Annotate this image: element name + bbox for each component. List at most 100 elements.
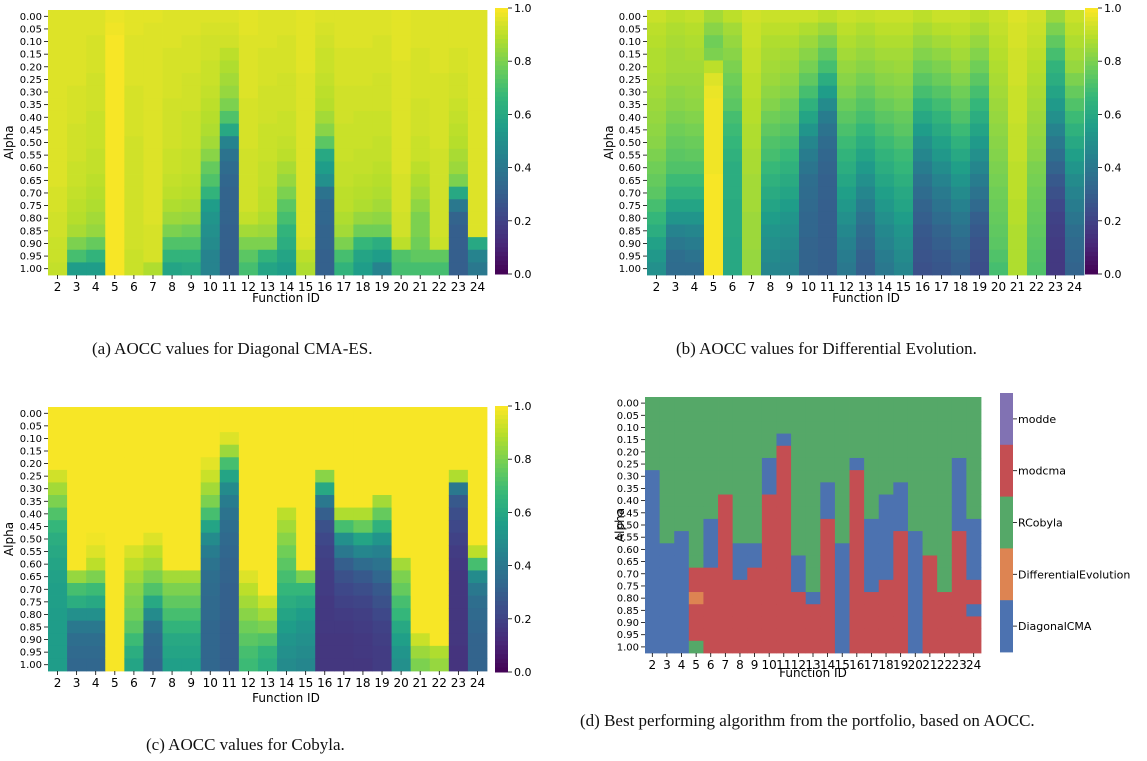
heatmap-cell [353, 545, 373, 559]
heatmap-cell [391, 10, 412, 24]
x-tick-label: 17 [864, 658, 879, 672]
heatmap-cell [448, 98, 469, 112]
heatmap-cell [429, 85, 450, 99]
heatmap-cell [878, 445, 894, 459]
heatmap-cell [334, 85, 354, 99]
heatmap-cell [200, 545, 221, 559]
heatmap-cell [429, 469, 450, 483]
heatmap-cell [467, 10, 488, 24]
heatmap-cell [181, 557, 202, 571]
heatmap-cell [818, 148, 838, 162]
colorbar-step [495, 627, 508, 633]
heatmap-cell [67, 211, 87, 225]
heatmap-cell [761, 136, 781, 150]
heatmap-cell [162, 407, 183, 420]
heatmap-cell [219, 620, 240, 634]
heatmap-cell [1027, 199, 1047, 213]
heatmap-cell [747, 628, 763, 642]
heatmap-cell [818, 262, 838, 276]
colorbar-step [1085, 167, 1098, 173]
colorbar-step [495, 211, 508, 217]
heatmap-cell [353, 495, 373, 508]
heatmap-cell [666, 10, 686, 24]
heatmap-cell [856, 199, 876, 213]
heatmap-cell [1065, 35, 1085, 49]
heatmap-cell [837, 174, 857, 188]
heatmap-cell [48, 186, 68, 200]
colorbar-step [495, 92, 508, 98]
heatmap-cell [894, 224, 914, 238]
heatmap-cell [448, 186, 469, 200]
heatmap-cell [86, 507, 106, 521]
heatmap-cell [296, 507, 316, 521]
heatmap-cell [143, 60, 163, 74]
heatmap-cell [837, 35, 857, 49]
heatmap-cell [723, 174, 743, 188]
heatmap-cell [970, 35, 990, 49]
heatmap-cell [761, 604, 777, 617]
heatmap-cell [834, 482, 850, 495]
heatmap-cell [67, 85, 87, 99]
heatmap-cell [200, 110, 221, 124]
heatmap-cell [989, 35, 1009, 49]
heatmap-cell [837, 110, 857, 124]
heatmap-cell [219, 595, 240, 609]
heatmap-cell [805, 482, 821, 495]
heatmap-cell [277, 557, 297, 571]
heatmap-cell [86, 557, 106, 571]
heatmap-cell [878, 506, 894, 520]
heatmap-cell [162, 557, 183, 571]
heatmap-cell [48, 73, 68, 87]
heatmap-cell [922, 421, 938, 434]
heatmap-cell [875, 148, 895, 162]
heatmap-cell [410, 444, 431, 458]
heatmap-cell [875, 60, 895, 74]
colorbar-step [495, 618, 508, 624]
heatmap-cell [732, 470, 748, 483]
heatmap-cell [937, 397, 953, 410]
heatmap-cell [932, 123, 952, 137]
heatmap-cell [718, 579, 734, 593]
y-tick-label: 0.05 [617, 411, 639, 422]
heatmap-cell [932, 110, 952, 124]
heatmap-cell [747, 506, 763, 520]
x-tick-label: 10 [203, 280, 218, 294]
heatmap-cell [219, 211, 240, 225]
heatmap-cell [894, 22, 914, 36]
y-tick-label: 0.15 [619, 50, 641, 61]
heatmap-cell [334, 482, 354, 496]
heatmap-cell [970, 199, 990, 213]
heatmap-cell [315, 419, 335, 433]
heatmap-cell [723, 136, 743, 150]
heatmap-cell [907, 616, 923, 630]
heatmap-cell [277, 633, 297, 647]
heatmap-cell [124, 35, 144, 49]
heatmap-cell [353, 98, 373, 112]
heatmap-cell [372, 608, 392, 622]
heatmap-cell [162, 85, 183, 99]
heatmap-cell [238, 199, 259, 213]
heatmap-cell [718, 506, 734, 520]
y-tick-label: 0.15 [617, 435, 639, 446]
heatmap-cell [334, 136, 354, 150]
heatmap-cell [219, 47, 240, 61]
heatmap-cell [238, 545, 259, 559]
heatmap-cell [970, 98, 990, 112]
heatmap-cell [659, 592, 675, 605]
heatmap-cell [372, 557, 392, 571]
colorbar-step [495, 136, 508, 142]
x-tick-label: 24 [470, 280, 485, 294]
colorbar-step [1085, 25, 1098, 31]
heatmap-cell [1065, 186, 1085, 200]
heatmap-cell [429, 136, 450, 150]
colorbar-step [1085, 149, 1098, 155]
heatmap-cell [238, 595, 259, 609]
heatmap-cell [856, 73, 876, 87]
heatmap-cell [799, 35, 819, 49]
heatmap-cell [688, 555, 704, 569]
heatmap-cell [659, 628, 675, 642]
heatmap-cell [1065, 211, 1085, 225]
heatmap-cell [391, 262, 412, 276]
colorbar-step [495, 565, 508, 571]
heatmap-cell [907, 592, 923, 605]
